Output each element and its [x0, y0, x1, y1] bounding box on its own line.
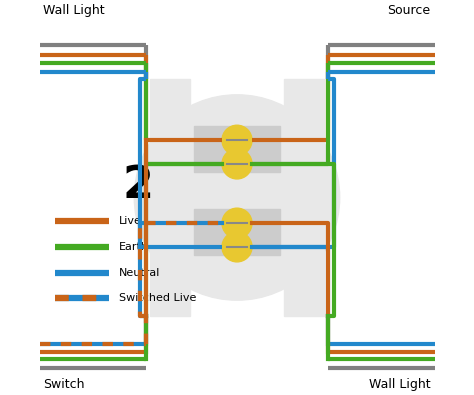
Text: Wall Light: Wall Light	[369, 378, 430, 391]
Text: Switched Live: Switched Live	[118, 293, 196, 303]
Text: Wall Light: Wall Light	[44, 4, 105, 17]
Bar	[150, 182, 324, 213]
Bar	[284, 79, 324, 316]
Circle shape	[222, 125, 252, 155]
Text: Live: Live	[118, 216, 141, 226]
Text: Switch: Switch	[44, 378, 85, 391]
Text: Neutral: Neutral	[118, 267, 160, 278]
Text: 2: 2	[123, 164, 154, 207]
Circle shape	[134, 95, 340, 300]
Bar	[193, 126, 281, 172]
Bar	[150, 79, 190, 316]
Circle shape	[222, 208, 252, 238]
Text: Source: Source	[387, 4, 430, 17]
Circle shape	[222, 232, 252, 262]
Bar	[193, 209, 281, 255]
Circle shape	[222, 149, 252, 179]
Text: Earth: Earth	[118, 242, 148, 252]
